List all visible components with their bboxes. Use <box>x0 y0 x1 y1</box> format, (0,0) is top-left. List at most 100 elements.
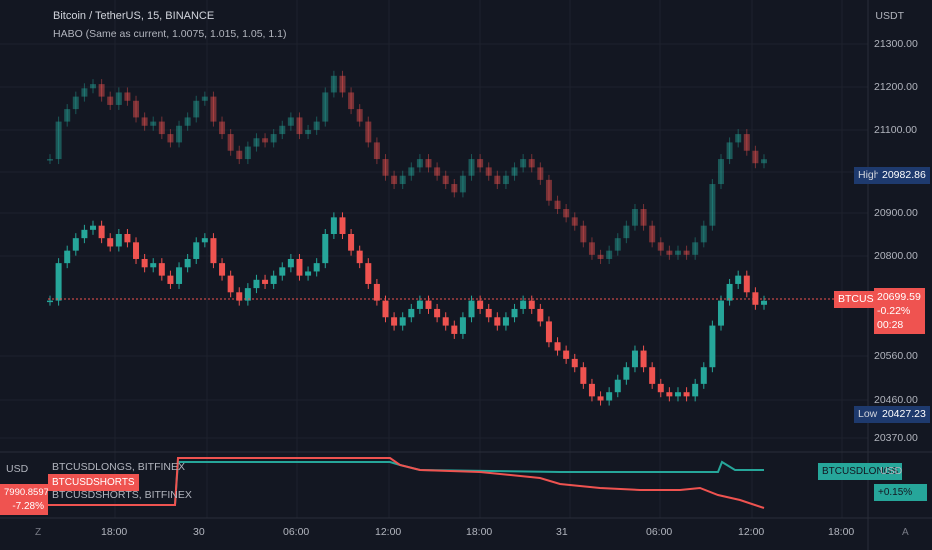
candle-body <box>477 159 484 168</box>
time-tick: 30 <box>193 526 205 538</box>
candle-body <box>528 300 535 309</box>
candle-body <box>554 200 561 210</box>
candle-body <box>322 234 329 264</box>
candle-body <box>115 234 122 247</box>
candle-body <box>287 258 294 268</box>
candle-body <box>717 300 724 326</box>
candle-body <box>339 217 346 234</box>
candle-body <box>107 238 114 247</box>
candle-body <box>485 308 492 318</box>
candle-body <box>348 92 355 110</box>
price-tick: 20370.00 <box>874 432 918 444</box>
candle-body <box>502 317 509 326</box>
symbol-title[interactable]: Bitcoin / TetherUS, 15, BINANCE <box>53 10 215 22</box>
candle-body <box>752 292 759 305</box>
candle-body <box>511 308 518 318</box>
candle-body <box>72 238 79 251</box>
candle-body <box>571 358 578 368</box>
candle-body <box>451 325 458 334</box>
candle-body <box>425 159 432 168</box>
candle-body <box>700 367 707 384</box>
candle-body <box>399 317 406 326</box>
candle-body <box>657 242 664 251</box>
candle-body <box>141 258 148 268</box>
price-tick: 20800.00 <box>874 250 918 262</box>
candle-body <box>425 300 432 309</box>
grid <box>0 0 868 518</box>
candle-body <box>545 179 552 201</box>
candle-body <box>167 275 174 284</box>
candle-body <box>90 225 97 230</box>
candle-body <box>545 321 552 343</box>
price-tick: 20900.00 <box>874 207 918 219</box>
candle-body <box>219 263 226 276</box>
shorts-legend[interactable]: BTCUSDSHORTS, BITFINEX <box>52 489 192 501</box>
candle-body <box>434 167 441 176</box>
candle-body <box>64 250 71 264</box>
time-tick: 06:00 <box>283 526 310 538</box>
candle-body <box>726 142 733 160</box>
candle-body <box>107 96 114 105</box>
candle-body <box>115 92 122 105</box>
candle-body <box>55 121 62 160</box>
candle-body <box>236 150 243 160</box>
candle-body <box>305 129 312 135</box>
candle-body <box>459 175 466 193</box>
timezone-icon[interactable]: Z <box>35 527 42 538</box>
candle-body <box>348 234 355 251</box>
candle-body <box>98 84 105 97</box>
candle-body <box>158 263 165 276</box>
candle-body <box>563 350 570 359</box>
time-tick: 12:00 <box>738 526 765 538</box>
candle-body <box>614 238 621 251</box>
candle-body <box>588 242 595 255</box>
candle-body <box>133 242 140 259</box>
auto-scale-icon[interactable]: A <box>902 527 909 538</box>
candle-body <box>434 308 441 318</box>
time-tick: 06:00 <box>646 526 673 538</box>
candle-body <box>81 229 88 239</box>
candle-body <box>735 275 742 284</box>
last-price-box: 20699.59 -0.22% 00:28 <box>874 288 925 334</box>
candle-body <box>451 184 458 193</box>
longs-change: +0.15% <box>874 484 927 501</box>
shorts-line <box>40 457 765 509</box>
candle-body <box>709 184 716 226</box>
sub-pane-right-currency: USD <box>880 465 903 477</box>
candle-body <box>692 242 699 255</box>
candle-body <box>588 383 595 397</box>
candle-body <box>649 367 656 384</box>
candle-body <box>356 250 363 264</box>
candle-body <box>330 75 337 93</box>
candle-body <box>313 121 320 130</box>
indicator-legend[interactable]: HABO (Same as current, 1.0075, 1.015, 1.… <box>53 28 287 40</box>
candle-body <box>339 75 346 93</box>
candle-body <box>356 109 363 122</box>
candle-body <box>227 275 234 293</box>
candle-body <box>580 225 587 243</box>
candle-body <box>442 175 449 185</box>
candle-body <box>683 250 690 255</box>
candle-body <box>528 159 535 168</box>
candle-body <box>597 396 604 401</box>
candle-body <box>640 350 647 368</box>
low-tag-label: Low <box>854 406 882 423</box>
longs-legend[interactable]: BTCUSDLONGS, BITFINEX <box>52 461 186 473</box>
candle-body <box>124 234 131 243</box>
last-change: -0.22% <box>877 305 911 317</box>
time-tick: 31 <box>556 526 568 538</box>
longs-tag: BTCUSDLONGS <box>818 463 903 480</box>
candle-body <box>262 279 269 284</box>
time-tick: 18:00 <box>828 526 855 538</box>
candle-body <box>219 121 226 135</box>
candle-body <box>270 134 277 143</box>
price-tick: 21100.00 <box>874 124 918 136</box>
last-price: 20699.59 <box>877 291 921 303</box>
candle-body <box>150 121 157 126</box>
candle-body <box>133 100 140 118</box>
low-tag-value: 20427.23 <box>878 406 930 423</box>
candle-body <box>98 225 105 239</box>
candle-body <box>502 175 509 185</box>
candle-body <box>141 117 148 126</box>
